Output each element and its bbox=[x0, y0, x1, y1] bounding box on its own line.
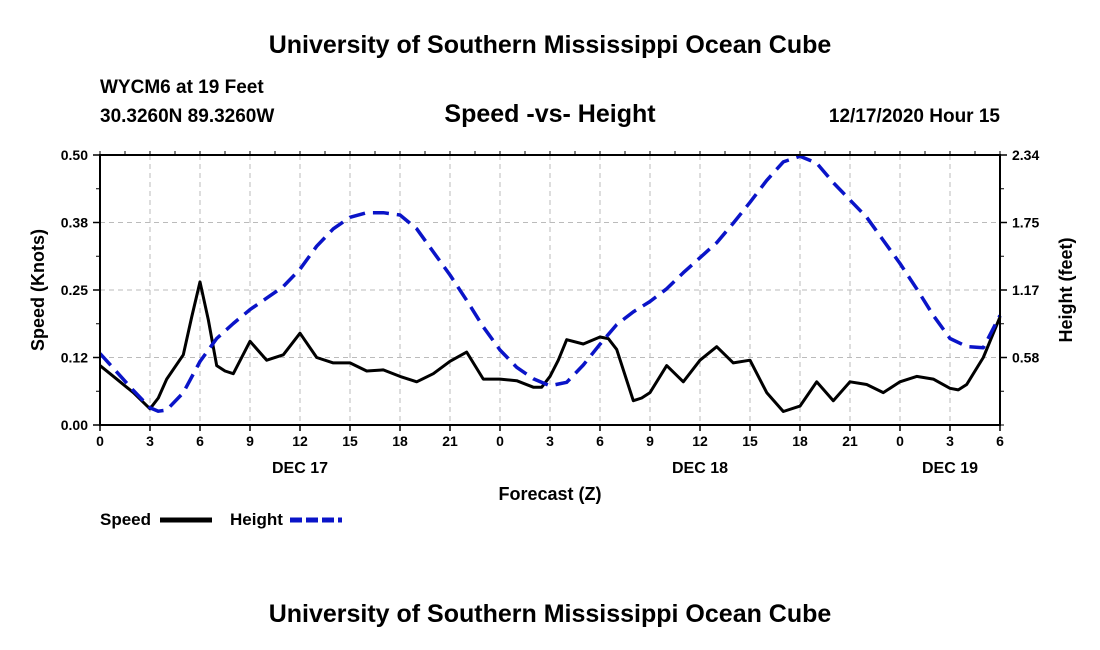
chart-title: Speed -vs- Height bbox=[444, 100, 656, 128]
x-tick-label: 9 bbox=[246, 433, 254, 449]
y-tick-label: 0.25 bbox=[61, 282, 88, 298]
y-tick-label: 0.50 bbox=[61, 147, 88, 163]
legend-height-label: Height bbox=[230, 510, 283, 529]
x-tick-label: 21 bbox=[842, 433, 858, 449]
speed-series-line bbox=[99, 280, 1002, 413]
x-tick-label: 0 bbox=[896, 433, 904, 449]
x-tick-label: 12 bbox=[292, 433, 308, 449]
y-tick-label: 0.00 bbox=[61, 417, 88, 433]
x-tick-label: 3 bbox=[146, 433, 154, 449]
x-tick-label: 6 bbox=[196, 433, 204, 449]
y-tick-label: 0.38 bbox=[61, 215, 88, 231]
series-lines bbox=[98, 154, 1002, 413]
plot-frame bbox=[99, 154, 1001, 426]
x-tick-label: 15 bbox=[742, 433, 758, 449]
day-label: DEC 19 bbox=[922, 460, 978, 477]
x-tick-label: 6 bbox=[996, 433, 1004, 449]
height-series-line bbox=[98, 154, 1002, 413]
station-coordinates: 30.3260N 89.3260W bbox=[100, 106, 275, 127]
day-label: DEC 17 bbox=[272, 460, 328, 477]
bottom-title: University of Southern Mississippi Ocean… bbox=[268, 600, 832, 628]
x-tick-label: 3 bbox=[546, 433, 554, 449]
y2-axis-title: Height (feet) bbox=[1056, 238, 1076, 343]
day-label: DEC 18 bbox=[672, 460, 728, 477]
y2-tick-label: 2.34 bbox=[1012, 147, 1039, 163]
x-tick-label: 0 bbox=[96, 433, 104, 449]
x-axis-title: Forecast (Z) bbox=[498, 484, 601, 504]
y2-tick-label: 1.75 bbox=[1012, 215, 1039, 231]
x-tick-label: 15 bbox=[342, 433, 358, 449]
legend: Speed Height bbox=[100, 510, 342, 529]
x-tick-label: 18 bbox=[792, 433, 808, 449]
x-tick-label: 21 bbox=[442, 433, 458, 449]
x-tick-label: 0 bbox=[496, 433, 504, 449]
y2-tick-label: 0.58 bbox=[1012, 350, 1039, 366]
x-tick-label: 3 bbox=[946, 433, 954, 449]
x-tick-label: 6 bbox=[596, 433, 604, 449]
x-tick-label: 9 bbox=[646, 433, 654, 449]
tick-labels: 0 3 6 9 12 15 18 21 0 3 6 9 12 15 18 21 0 3 6 DEC 17 DEC 18 D… bbox=[61, 147, 1040, 477]
x-tick-label: 18 bbox=[392, 433, 408, 449]
y2-tick-label: 1.17 bbox=[1012, 282, 1039, 298]
legend-speed-label: Speed bbox=[100, 510, 151, 529]
y-axis-title: Speed (Knots) bbox=[28, 229, 48, 351]
forecast-datetime: 12/17/2020 Hour 15 bbox=[828, 106, 1000, 127]
top-title: University of Southern Mississippi Ocean… bbox=[268, 31, 832, 59]
y-tick-label: 0.12 bbox=[61, 350, 88, 366]
x-tick-label: 12 bbox=[692, 433, 708, 449]
station-name: WYCM6 at 19 Feet bbox=[100, 77, 264, 98]
